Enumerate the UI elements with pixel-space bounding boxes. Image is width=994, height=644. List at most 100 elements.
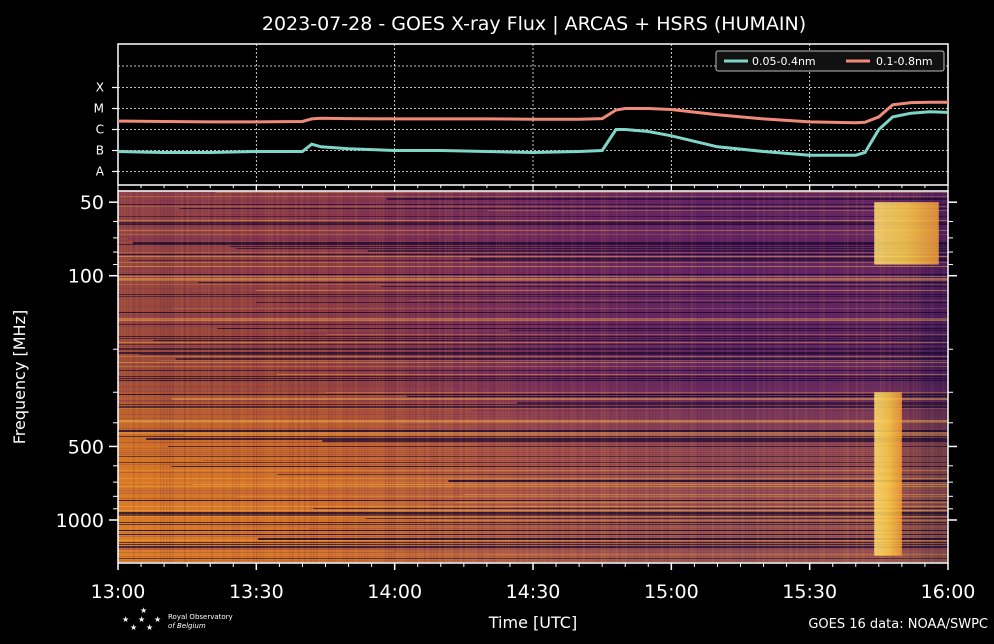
spectrogram-speckle — [295, 191, 297, 563]
spectrogram-speckle — [427, 191, 429, 563]
spectrogram-speckle — [802, 191, 804, 563]
spectrogram-speckle — [181, 191, 183, 563]
spectrogram-speckle — [394, 191, 396, 563]
spectrogram-speckle — [232, 191, 234, 563]
spectrogram-speckle — [553, 191, 555, 563]
spectrogram-speckle — [367, 191, 369, 563]
spectrogram-stripe — [118, 418, 948, 419]
spectrogram-speckle — [733, 191, 735, 563]
spectrogram-stripe — [293, 218, 948, 219]
spectrogram-speckle — [529, 191, 531, 563]
spectrogram-speckle — [391, 191, 393, 563]
spectrogram-speckle — [697, 191, 699, 563]
spectrogram-speckle — [313, 191, 315, 563]
svg-text:★: ★ — [138, 615, 145, 624]
spectrogram-speckle — [457, 191, 459, 563]
spectrogram-speckle — [772, 191, 774, 563]
spectrogram-speckle — [499, 191, 501, 563]
spectrogram-stripe — [277, 374, 948, 375]
spectrogram-speckle — [535, 191, 537, 563]
spectrogram-speckle — [484, 191, 486, 563]
spectrogram-speckle — [256, 191, 258, 563]
spectrogram-stripe — [118, 278, 948, 280]
spectrogram-speckle — [895, 191, 897, 563]
spectrogram-speckle — [454, 191, 456, 563]
spectrogram-speckle — [163, 191, 165, 563]
spectrogram-speckle — [451, 191, 453, 563]
spectrogram-speckle — [664, 191, 666, 563]
spectrogram-stripe — [118, 266, 948, 267]
spectrogram-speckle — [883, 191, 885, 563]
spectrogram-speckle — [910, 191, 912, 563]
goes-y-tick-label: B — [96, 144, 104, 158]
spectrogram-stripe — [118, 272, 948, 273]
spectrogram-stripe — [118, 348, 948, 350]
spectrogram-speckle — [157, 191, 159, 563]
spectrogram-speckle — [370, 191, 372, 563]
spectrogram-stripe — [118, 536, 948, 537]
spectrogram-speckle — [934, 191, 936, 563]
spectrogram-stripe — [118, 196, 948, 197]
goes-grid — [118, 44, 948, 185]
spectrogram-speckle — [244, 191, 246, 563]
spectrogram-stripe — [470, 258, 948, 260]
spectrogram-stripe — [441, 426, 948, 427]
spectrogram-stripe — [118, 380, 948, 381]
spectrogram-speckle — [583, 191, 585, 563]
spectrogram-stripe — [138, 200, 948, 201]
spectrogram-stripe — [118, 296, 948, 297]
spectrogram-speckle — [724, 191, 726, 563]
spectrogram-stripe — [118, 306, 948, 307]
spectrogram-speckle — [514, 191, 516, 563]
spectrogram-stripe — [118, 500, 948, 501]
spectrogram-speckle — [787, 191, 789, 563]
spectrogram-stripe — [471, 410, 948, 411]
spectrogram-speckle — [691, 191, 693, 563]
stars-logo-icon: ★ ★ ★ ★ ★ ★ — [122, 606, 161, 632]
spectrogram-stripe — [118, 194, 948, 195]
spectrogram-stripe — [175, 358, 948, 360]
spectrogram-stripe — [118, 472, 948, 473]
spectrogram-speckle — [304, 191, 306, 563]
spectrogram-stripe — [118, 422, 948, 423]
spectrogram-speckle — [505, 191, 507, 563]
spectrogram-stripe — [365, 518, 948, 519]
series-line-long-channel — [117, 100, 948, 125]
x-tick-label: 13:30 — [229, 581, 284, 603]
spectrogram-speckle — [241, 191, 243, 563]
spectrogram-stripe — [171, 466, 948, 467]
spectrogram-speckle — [751, 191, 753, 563]
spectrogram-speckle — [469, 191, 471, 563]
spectrogram-speckle — [568, 191, 570, 563]
spectrogram-stripe — [118, 470, 948, 471]
spectrogram-speckle — [658, 191, 660, 563]
spectrogram-events — [874, 202, 939, 556]
spectrogram-speckle — [832, 191, 834, 563]
spectrogram-stripe — [171, 308, 948, 309]
spectrogram-speckle — [916, 191, 918, 563]
spectrogram-speckle — [166, 191, 168, 563]
spectrogram-speckle — [826, 191, 828, 563]
spectrogram-stripe — [215, 192, 948, 193]
spectrogram-speckle — [280, 191, 282, 563]
spectrogram-speckle — [754, 191, 756, 563]
spectrogram-speckle — [136, 191, 138, 563]
spectrogram-speckle — [334, 191, 336, 563]
spectrogram-stripe — [272, 384, 948, 385]
spectrogram-speckle — [874, 191, 876, 563]
spectrogram-stripe — [127, 238, 948, 240]
spectrogram-stripe — [303, 332, 948, 334]
spectrogram-stripe — [313, 508, 948, 509]
spectrogram-speckle — [829, 191, 831, 563]
spectrogram-speckle — [340, 191, 342, 563]
spectrogram-speckle — [532, 191, 534, 563]
spectrogram-stripe — [118, 206, 948, 207]
spectrogram-speckle — [487, 191, 489, 563]
spectrogram-speckle — [937, 191, 939, 563]
spectrogram-stripe — [409, 372, 948, 374]
spectrogram-speckle — [742, 191, 744, 563]
spectrogram-stripe — [366, 468, 948, 470]
spectrogram-speckle — [463, 191, 465, 563]
y-tick-label: 100 — [68, 266, 104, 288]
svg-text:★: ★ — [154, 615, 161, 624]
